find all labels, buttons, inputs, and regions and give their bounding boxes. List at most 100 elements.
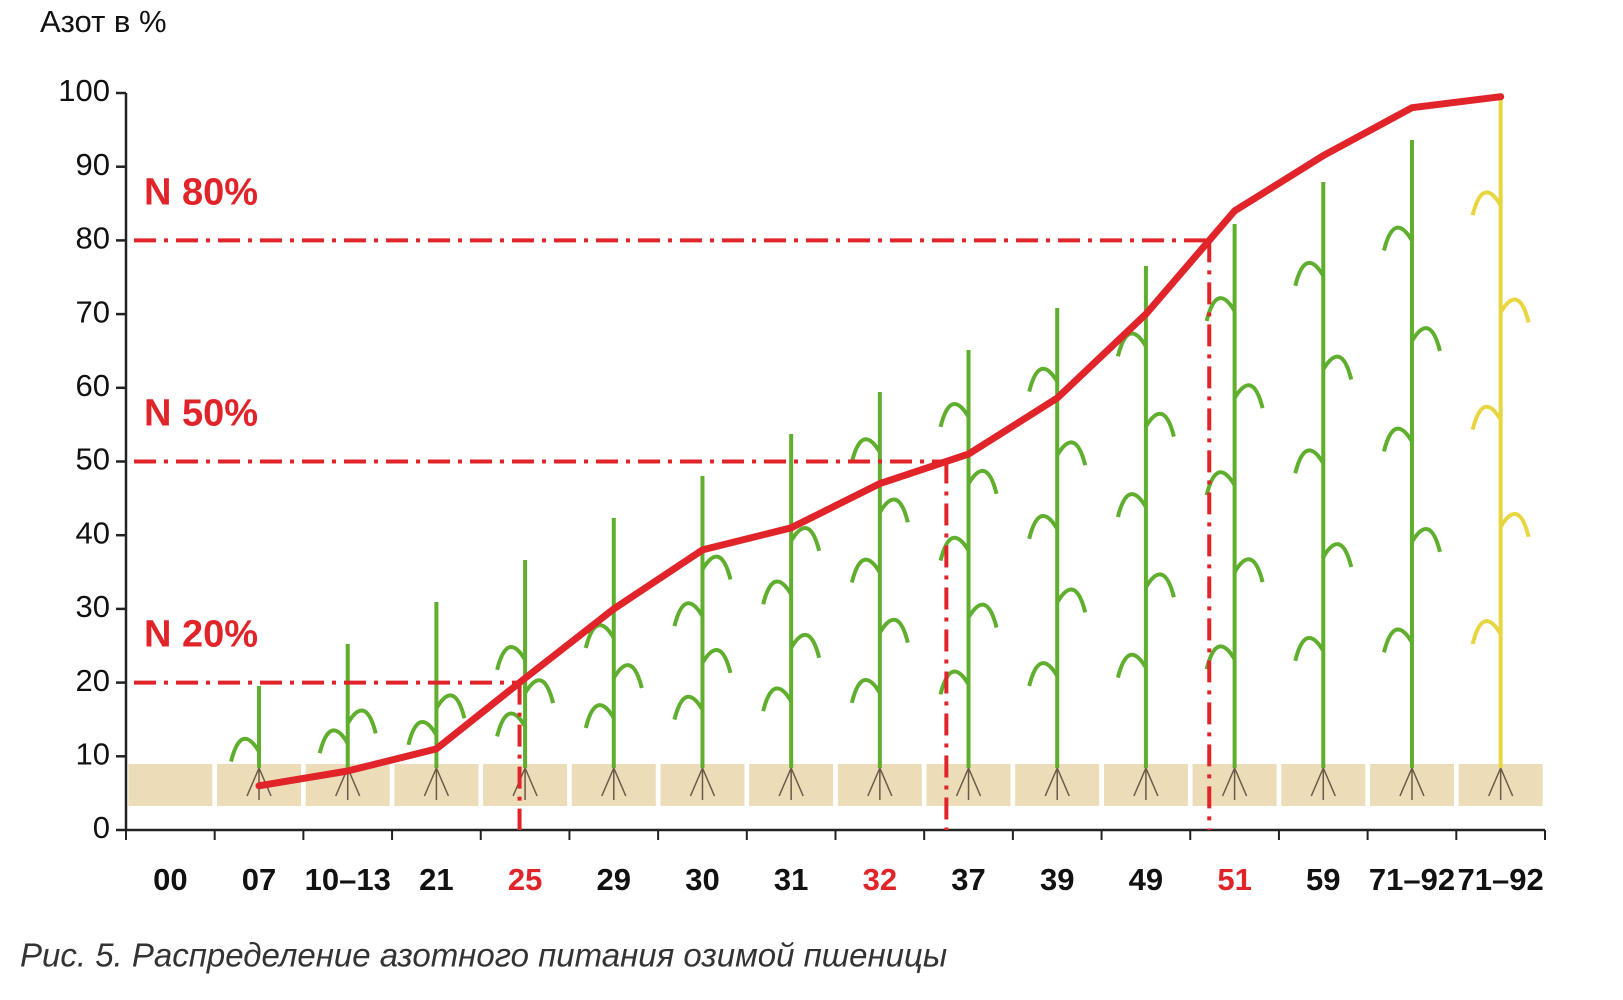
leaf	[1027, 514, 1059, 540]
leaf	[789, 633, 822, 659]
leaf	[1410, 326, 1442, 352]
x-tick-label: 51	[1217, 862, 1251, 897]
leaf	[1115, 492, 1148, 518]
roots	[601, 767, 627, 800]
leaf	[761, 686, 793, 712]
leaf	[849, 437, 882, 463]
y-tick-label: 100	[58, 73, 110, 108]
y-tick-label: 10	[76, 736, 110, 771]
x-tick-label: 31	[774, 862, 808, 897]
leaf	[406, 720, 439, 746]
leaf	[495, 645, 527, 671]
x-tick-label: 39	[1040, 862, 1074, 897]
leaf	[346, 708, 378, 734]
y-tick-label: 60	[76, 368, 110, 403]
leaf	[1027, 366, 1059, 393]
threshold-label: N 50%	[144, 393, 258, 435]
roots	[1487, 767, 1514, 800]
x-tick-label: 07	[242, 862, 276, 897]
roots	[423, 767, 450, 800]
roots	[955, 767, 982, 800]
leaf	[229, 736, 261, 763]
threshold-label: N 80%	[144, 171, 258, 213]
leaf	[612, 663, 644, 689]
leaf	[849, 678, 882, 704]
leaf	[938, 669, 971, 695]
leaf	[1410, 527, 1442, 553]
y-tick-label: 90	[76, 147, 110, 182]
leaf	[523, 678, 556, 704]
roots	[1399, 767, 1425, 800]
leaf	[938, 535, 971, 562]
roots	[689, 767, 716, 800]
leaf	[1321, 354, 1354, 381]
leaf	[1204, 470, 1237, 496]
y-tick-label: 0	[93, 810, 110, 845]
x-tick-label: 37	[951, 862, 985, 897]
plant-illustrations	[128, 98, 1543, 806]
leaf	[700, 554, 733, 580]
leaf	[1055, 440, 1088, 466]
roots	[1221, 767, 1248, 800]
x-tick-label: 10–13	[305, 862, 391, 897]
threshold-label: N 20%	[144, 614, 258, 656]
leaf	[966, 602, 999, 629]
x-tick-label: 71–92	[1458, 862, 1544, 897]
leaf	[1144, 411, 1176, 438]
leaf	[1470, 619, 1503, 645]
leaf	[1293, 261, 1325, 287]
y-tick-label: 30	[76, 589, 110, 624]
leaf	[672, 601, 705, 627]
leaf	[1498, 512, 1531, 538]
roots	[1133, 767, 1159, 800]
y-axis-title: Азот в %	[40, 4, 167, 39]
leaf	[583, 703, 616, 729]
x-tick-label: 25	[508, 862, 542, 897]
roots	[867, 767, 893, 800]
leaf	[1382, 225, 1414, 251]
leaf	[1232, 557, 1265, 583]
x-tick-label: 71–92	[1369, 862, 1455, 897]
leaf	[938, 402, 971, 428]
y-tick-label: 20	[76, 663, 110, 698]
x-tick-label: 32	[863, 862, 897, 897]
leaf	[1382, 627, 1414, 653]
leaf	[434, 693, 467, 719]
roots	[1310, 767, 1336, 800]
leaf	[1321, 542, 1354, 568]
leaf	[1293, 636, 1325, 662]
leaf	[495, 711, 527, 737]
y-tick-label: 40	[76, 515, 110, 550]
leaf	[1115, 652, 1148, 679]
nitrogen-curve	[255, 93, 1505, 790]
x-tick-label: 30	[685, 862, 719, 897]
leaf	[1144, 572, 1176, 598]
caption: Рис. 5. Распределение азотного питания о…	[20, 937, 947, 974]
y-tick-label: 80	[76, 221, 110, 256]
leaf	[1055, 587, 1088, 613]
leaf	[789, 526, 822, 552]
roots	[1044, 767, 1070, 800]
x-tick-label: 29	[597, 862, 631, 897]
leaf	[1498, 297, 1531, 323]
y-tick-label: 70	[76, 294, 110, 329]
soil	[128, 764, 213, 806]
x-tick-label: 21	[419, 862, 453, 897]
leaf	[1232, 383, 1265, 409]
leaf	[878, 617, 910, 644]
leaf	[966, 469, 999, 495]
x-tick-label: 00	[153, 862, 187, 897]
y-tick-label: 50	[76, 442, 110, 477]
leaf	[878, 497, 910, 523]
roots	[778, 767, 804, 800]
leaf	[672, 694, 705, 721]
leaf	[1470, 190, 1503, 216]
leaf	[1293, 448, 1325, 474]
x-tick-label: 59	[1306, 862, 1340, 897]
leaf	[1027, 661, 1059, 687]
leaf	[849, 557, 882, 583]
leaf	[1382, 426, 1414, 452]
leaf	[317, 728, 350, 754]
leaf	[1470, 404, 1503, 431]
